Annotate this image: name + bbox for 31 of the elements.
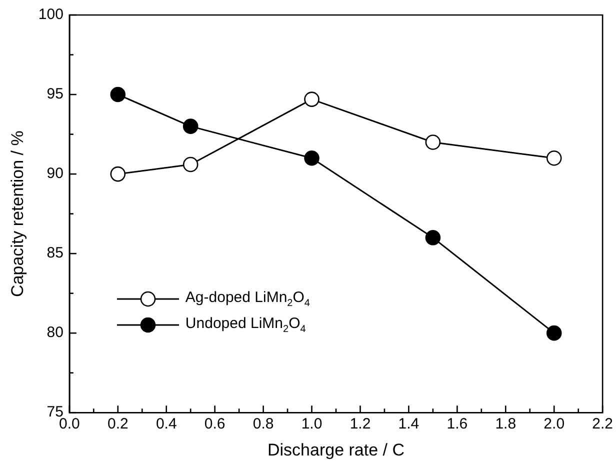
x-tick-label: 0.6: [204, 416, 226, 433]
point: [110, 166, 126, 182]
x-tick-label: 2.0: [544, 416, 565, 433]
x-tick-label: 0.0: [58, 416, 80, 433]
x-tick-label: 0.4: [156, 416, 177, 433]
y-axis-title: Capacity retention / %: [8, 130, 27, 297]
point: [304, 150, 320, 166]
y-tick-label: 85: [46, 244, 64, 262]
point: [304, 92, 320, 107]
x-tick-label: 2.2: [592, 416, 614, 433]
legend-label: Undoped LiMn$_{2}$O$_{4}$: [185, 314, 306, 335]
y-tick-label: 90: [46, 165, 64, 182]
legend-label: Ag-doped LiMn$_{2}$O$_{4}$: [185, 288, 310, 309]
point: [546, 150, 562, 166]
y-tick-label: 80: [46, 324, 64, 342]
x-tick-label: 1.6: [446, 416, 468, 433]
point: [182, 156, 198, 172]
x-tick-label: 0.2: [107, 416, 128, 433]
point: [425, 134, 441, 150]
point: [182, 118, 198, 134]
point: [110, 86, 126, 102]
x-tick-label: 1.4: [398, 416, 420, 433]
x-tick-label: 1.0: [301, 416, 322, 433]
x-axis-title: Discharge rate / C: [268, 440, 404, 460]
point: [425, 230, 441, 246]
x-tick-label: 1.8: [495, 416, 516, 433]
point: [546, 325, 562, 341]
y-tick-label: 100: [38, 6, 64, 24]
x-tick-label: 0.8: [252, 416, 274, 433]
y-tick-label: 95: [46, 86, 64, 103]
x-tick-label: 1.2: [350, 416, 371, 433]
